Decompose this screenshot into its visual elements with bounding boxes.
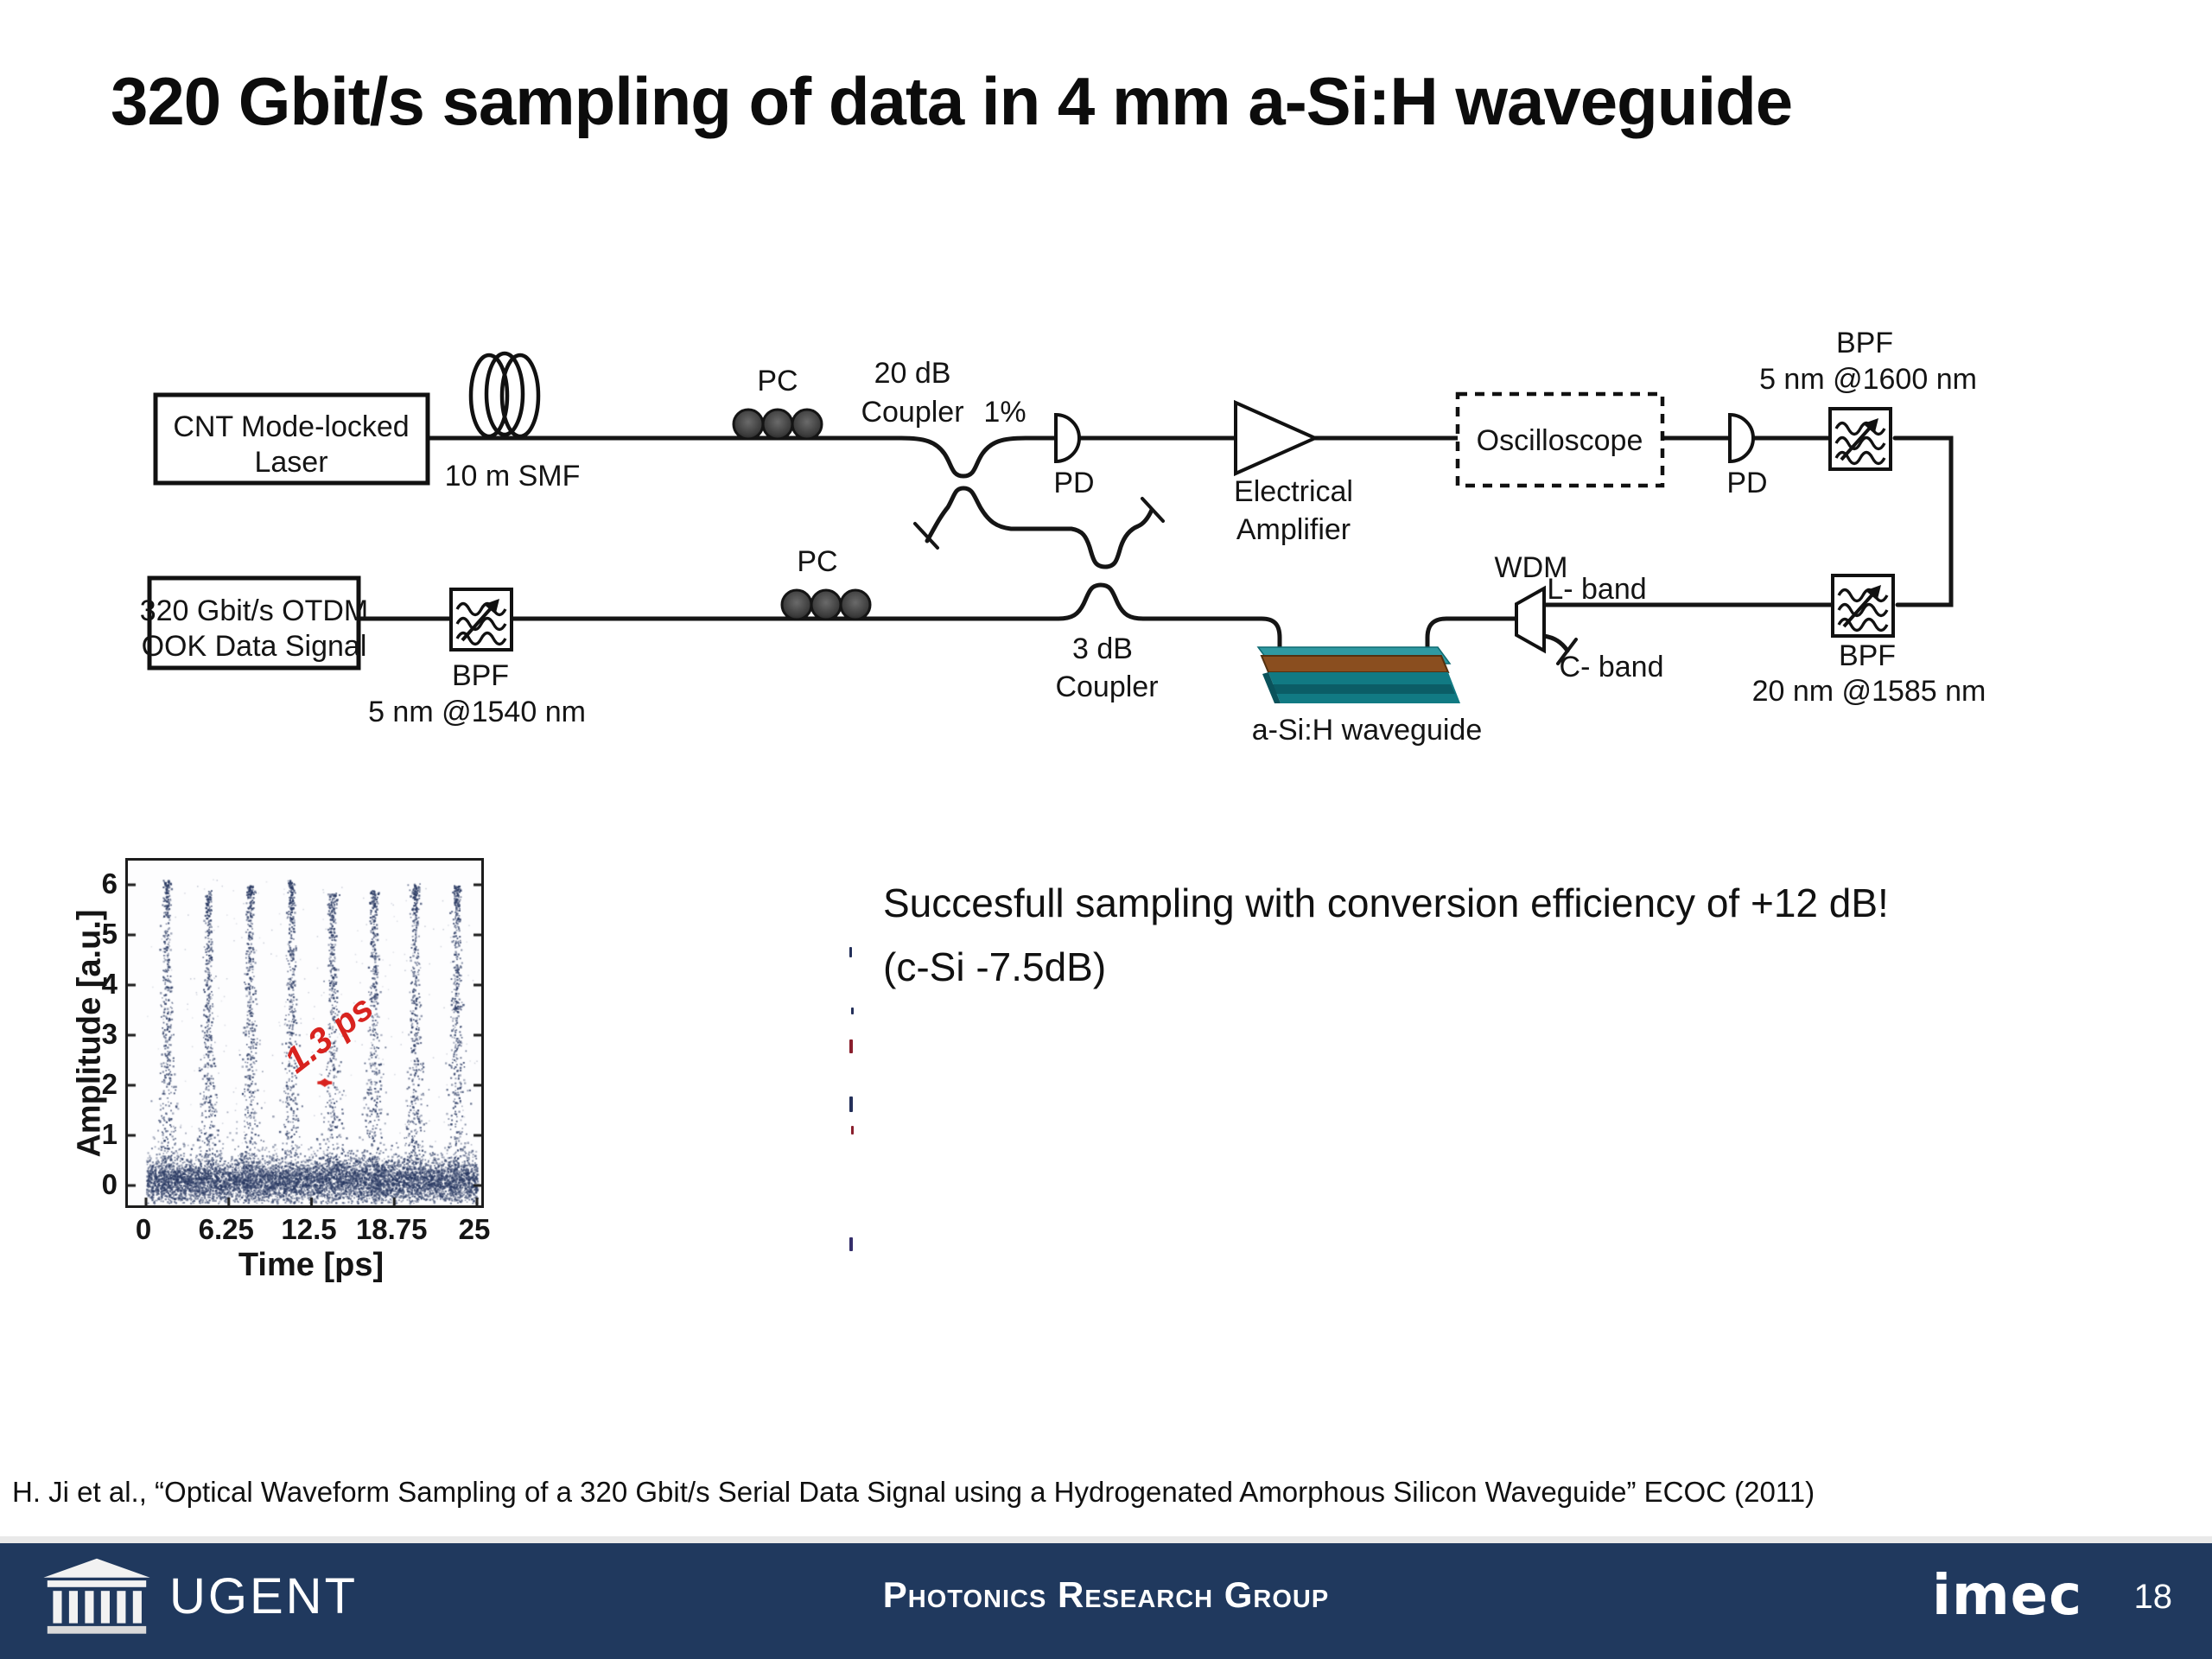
y-axis-title: Amplitude [a.u.] [71,909,108,1158]
y-tick-label: 3 [101,1018,118,1050]
amplifier-icon [1234,399,1319,477]
occluded-text-artifact [849,1237,853,1251]
citation: H. Ji et al., “Optical Waveform Sampling… [12,1476,1815,1508]
bpf-1585-icon [1831,574,1895,638]
photodiode-1-icon [1054,412,1081,464]
pd1-label: PD [1053,467,1094,499]
results-line2: (c-Si -7.5dB) [883,944,1107,989]
bpf-1600-icon [1828,407,1892,471]
data-source-label-line2: OOK Data Signal [142,630,367,663]
ugent-wordmark: UGENT [169,1568,358,1624]
bpf-1585-name: BPF [1839,639,1896,672]
page-title: 320 Gbit/s sampling of data in 4 mm a-Si… [111,63,1793,139]
x-axis-title: Time [ps] [238,1247,385,1283]
x-tick-label: 6.25 [198,1213,254,1245]
wdm-icon [1515,585,1546,654]
experimental-setup-diagram: CNT Mode-locked Laser 10 m SMF PC 20 dB … [140,328,1986,747]
occluded-text-artifact [849,947,852,957]
unused-port-tick-left [913,522,939,550]
page-number: 18 [2133,1578,2173,1616]
tap-ratio-label: 1% [983,396,1026,429]
imec-logo: imec [1932,1564,2082,1628]
coupler3-label-line1: 3 dB [1072,632,1133,665]
wire-bpf1600-loop [1892,435,1954,607]
occluded-text-artifact [851,1007,854,1014]
polarization-controller-top-icon [732,408,823,441]
data-source-box: 320 Gbit/s OTDM OOK Data Signal [140,575,369,671]
bpf-1540-icon [449,588,513,652]
y-tick-label: 6 [101,868,118,899]
x-tick-label: 0 [135,1213,152,1245]
amplifier-label-line1: Electrical [1234,475,1353,508]
fiber-coil-icon [468,351,541,439]
y-tick-label: 4 [101,968,118,1000]
cnt-laser-label-line1: CNT Mode-locked [173,410,409,443]
fiber-bottom-main [356,582,1282,658]
data-source-label-line1: 320 Gbit/s OTDM [140,594,369,627]
bpf-1540-name: BPF [452,659,509,692]
footer-divider [0,1536,2212,1543]
oscilloscope-box: Oscilloscope [1455,391,1665,488]
cband-port-tick [1556,638,1578,665]
fiber-coupler-tap [925,486,1154,569]
waveguide-label: a-Si:H waveguide [1252,714,1482,747]
pd2-label: PD [1726,467,1767,499]
bpf-1600-name: BPF [1836,328,1893,359]
occluded-text-artifact [849,1096,853,1112]
results-text: Succesfull sampling with conversion effi… [883,871,2205,999]
cnt-laser-box: CNT Mode-locked Laser [153,392,430,486]
oscilloscope-label: Oscilloscope [1477,424,1643,457]
l-band-label: L- band [1547,573,1646,606]
occluded-text-artifact [849,1039,853,1053]
x-tick-label: 12.5 [281,1213,337,1245]
x-tick-label: 18.75 [355,1213,428,1245]
fiber-chip-to-wdm [1425,616,1519,658]
research-group-name: Photonics Research Group [882,1574,1330,1615]
footer-bar: UGENT Photonics Research Group imec 18 [0,1543,2212,1659]
wdm-label: WDM [1495,551,1568,584]
bpf-1600-spec: 5 nm @1600 nm [1759,363,1977,396]
polarization-controller-bottom-icon [780,588,872,621]
smf-label: 10 m SMF [445,460,581,493]
c-band-label: C- band [1560,651,1664,683]
unused-port-tick-right [1141,497,1165,523]
waveform-plot [125,858,484,1208]
pc-top-label: PC [757,365,798,397]
coupler20-label-line1: 20 dB [874,357,951,390]
bpf-1585-spec: 20 nm @1585 nm [1752,675,1986,708]
y-tick-label: 2 [101,1068,118,1100]
coupler3-label-line2: Coupler [1055,671,1158,703]
results-line1: Succesfull sampling with conversion effi… [883,880,1889,925]
pc-bottom-label: PC [797,545,837,578]
occluded-text-artifact [851,1126,854,1135]
fiber-top-main [899,435,1833,479]
amplifier-label-line2: Amplifier [1236,513,1351,546]
scatter-canvas [128,861,481,1205]
x-tick-label: 25 [458,1213,491,1245]
bpf-1540-spec: 5 nm @1540 nm [368,696,586,728]
y-tick-label: 0 [101,1168,118,1200]
coupler20-label-line2: Coupler [861,396,963,429]
y-tick-label: 1 [101,1118,118,1150]
waveguide-chip-icon [1256,646,1460,703]
y-tick-label: 5 [101,918,118,950]
ugent-logo-icon [43,1558,150,1634]
fiber-cband-stub [1541,633,1570,653]
photodiode-2-icon [1728,412,1755,464]
fiber-connections [356,435,1954,665]
cnt-laser-label-line2: Laser [254,446,327,479]
